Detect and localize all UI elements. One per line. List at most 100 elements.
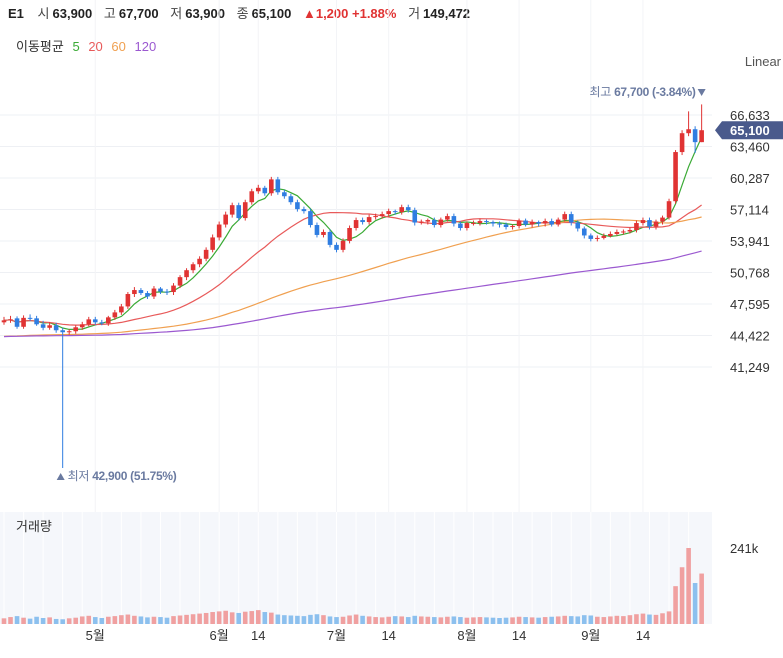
volume-bar (190, 614, 196, 624)
volume-bar (216, 611, 222, 624)
date-tick-label: 9월 (581, 628, 600, 643)
candle (666, 198, 672, 220)
volume-bar (653, 614, 659, 624)
candle-body (210, 237, 215, 250)
volume-bar (86, 615, 92, 624)
candle-body (432, 220, 437, 226)
candle-body (301, 209, 307, 212)
volume-bar (66, 618, 72, 624)
candle (497, 221, 502, 228)
candle-body (588, 235, 594, 239)
volume-bar (255, 610, 261, 624)
candle (464, 221, 470, 231)
volume-bar (614, 615, 620, 624)
candle-body (418, 221, 424, 223)
candle-body (288, 196, 294, 203)
volume-bar (288, 615, 294, 624)
high-label: 고 (103, 6, 116, 21)
volume-bar (484, 617, 489, 624)
candle (8, 315, 13, 323)
volume-panel-label: 거래량 (16, 519, 52, 534)
candle-body (112, 312, 118, 318)
candle (255, 184, 261, 194)
candle (451, 213, 457, 227)
candle (347, 225, 352, 244)
current-price-label: 65,100 (730, 123, 770, 138)
change-pct: +1.88% (352, 6, 397, 21)
volume-bar (366, 616, 372, 624)
volume-bar (360, 615, 365, 624)
candle (171, 283, 176, 296)
candle (164, 289, 170, 296)
candle-body (40, 324, 46, 328)
candle-body (203, 249, 209, 259)
candle-body (119, 306, 124, 313)
candle-body (549, 221, 554, 225)
volume-bar (151, 616, 157, 624)
candle (40, 320, 46, 331)
volume-bar (438, 617, 444, 624)
candle-body (581, 228, 587, 236)
volume-bar (634, 614, 639, 624)
candle-body (255, 187, 261, 192)
candle (295, 199, 300, 212)
ma-legend-120: 120 (134, 39, 157, 54)
volume-bars (1, 548, 704, 624)
volume-bar (8, 617, 13, 624)
candle-body (477, 221, 483, 224)
low-value: 63,900 (185, 6, 225, 21)
moving-average-legend[interactable]: 이동평균 5 20 60 120 (16, 36, 161, 55)
candle (686, 111, 691, 137)
candle (373, 213, 378, 220)
candle (516, 218, 522, 229)
candle (314, 222, 320, 238)
volume-bar (321, 615, 326, 624)
candle-body (86, 319, 92, 325)
candle (392, 209, 398, 215)
candle (510, 224, 515, 230)
volume-bar (125, 614, 131, 624)
candle (386, 208, 391, 217)
candle-body (555, 219, 561, 225)
volume-bar (471, 617, 476, 624)
scale-mode-toggle[interactable]: Linear (744, 54, 781, 69)
price-tick-label: 44,422 (730, 329, 770, 344)
candle-body (405, 207, 411, 211)
volume-bar (47, 617, 52, 624)
candle (588, 233, 594, 242)
volume-bar (510, 617, 515, 624)
volume-bar (27, 618, 33, 624)
candle (66, 329, 72, 335)
volume-bar (171, 616, 176, 624)
candle-body (47, 325, 52, 328)
candle-body (171, 285, 176, 293)
candle (673, 150, 678, 204)
volume-bar (529, 617, 535, 624)
high-value: 67,700 (118, 6, 159, 21)
candle-body (425, 220, 431, 222)
candle (184, 268, 189, 281)
annotations: 65,100 최고 67,700 (-3.84%) 최저 42,900 (51.75… (56, 85, 783, 483)
volume-bar (412, 615, 418, 624)
volume-bar (608, 616, 613, 624)
date-tick-label: 8월 (457, 628, 476, 643)
volume-bar (640, 613, 646, 624)
price-tick-label: 47,595 (730, 297, 770, 312)
ma-line-60 (3, 216, 702, 337)
candle (595, 235, 600, 242)
price-axis: 66,633 63,460 60,287 57,114 53,941 50,768 47,5… (730, 108, 770, 375)
volume-bar (542, 617, 548, 624)
volume-bar (119, 615, 124, 624)
candle-body (249, 191, 255, 203)
volume-bar (132, 615, 137, 624)
volume-bar (666, 611, 672, 624)
volume-bar (562, 615, 568, 624)
date-tick-label: 6월 (210, 628, 229, 643)
candle (275, 176, 281, 195)
candle (86, 316, 92, 327)
ma-legend-60: 60 (111, 39, 126, 54)
symbol: E1 (8, 6, 24, 21)
candle (536, 220, 541, 227)
candle (412, 207, 418, 226)
